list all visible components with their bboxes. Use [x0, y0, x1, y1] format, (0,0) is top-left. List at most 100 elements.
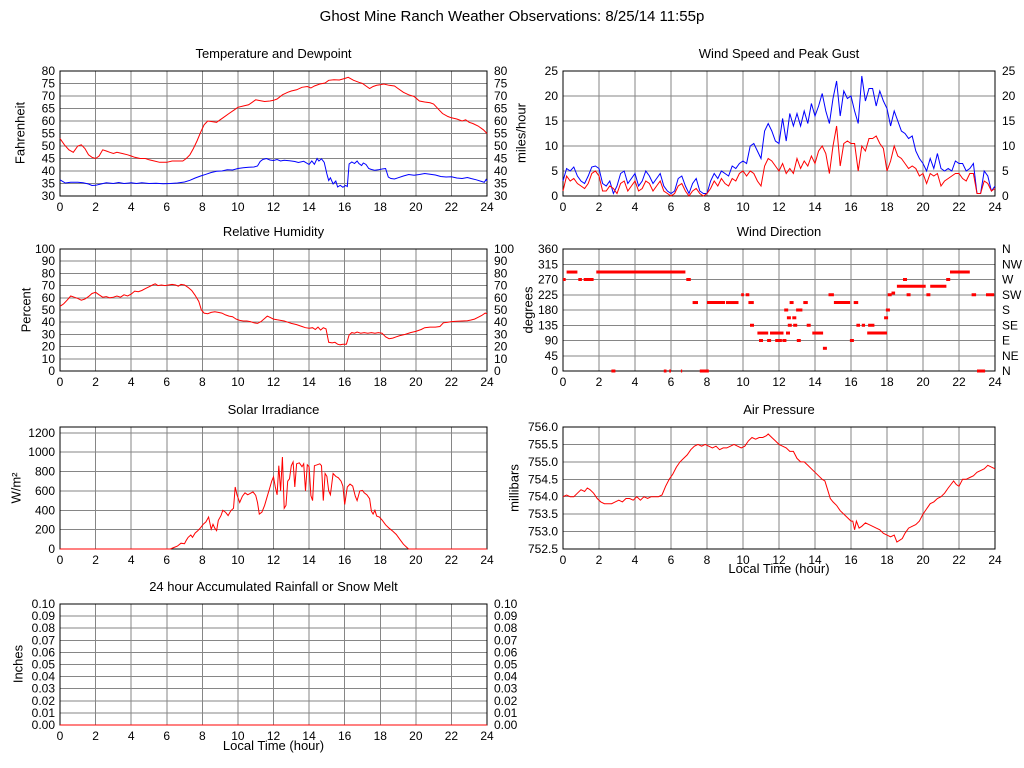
svg-text:90: 90 [42, 254, 56, 268]
svg-text:0: 0 [57, 553, 64, 567]
svg-text:45: 45 [42, 152, 56, 166]
svg-text:0.01: 0.01 [32, 706, 56, 720]
svg-text:0.05: 0.05 [494, 658, 518, 672]
svg-text:0.01: 0.01 [494, 706, 518, 720]
svg-text:16: 16 [338, 200, 352, 214]
svg-text:20: 20 [409, 553, 423, 567]
svg-text:14: 14 [302, 729, 316, 743]
svg-text:10: 10 [1002, 139, 1016, 153]
svg-text:55: 55 [494, 127, 508, 141]
svg-text:20: 20 [916, 375, 930, 389]
svg-text:2: 2 [596, 553, 603, 567]
svg-text:75: 75 [494, 77, 508, 91]
svg-text:90: 90 [494, 254, 508, 268]
svg-text:22: 22 [952, 553, 966, 567]
svg-text:10: 10 [42, 352, 56, 366]
svg-text:25: 25 [1002, 64, 1016, 78]
svg-text:2: 2 [596, 375, 603, 389]
svg-text:10: 10 [231, 375, 245, 389]
svg-text:14: 14 [302, 553, 316, 567]
svg-text:25: 25 [545, 64, 559, 78]
svg-text:12: 12 [267, 375, 281, 389]
svg-text:90: 90 [545, 334, 559, 348]
svg-text:30: 30 [494, 327, 508, 341]
temperature-y-axis-label: Fahrenheit [12, 101, 28, 165]
svg-text:24: 24 [988, 553, 1002, 567]
svg-text:30: 30 [494, 189, 508, 203]
svg-text:16: 16 [844, 200, 858, 214]
svg-text:100: 100 [494, 242, 514, 256]
svg-text:12: 12 [772, 553, 786, 567]
svg-text:0.10: 0.10 [494, 597, 518, 611]
svg-text:4: 4 [128, 375, 135, 389]
svg-text:80: 80 [494, 64, 508, 78]
svg-text:70: 70 [494, 89, 508, 103]
svg-text:22: 22 [445, 375, 459, 389]
svg-text:2: 2 [92, 375, 99, 389]
rainfall-y-axis-label: Inches [10, 644, 26, 684]
svg-text:0: 0 [57, 729, 64, 743]
svg-text:0.05: 0.05 [32, 658, 56, 672]
svg-text:8: 8 [704, 200, 711, 214]
svg-text:10: 10 [736, 375, 750, 389]
svg-text:24: 24 [988, 200, 1002, 214]
svg-text:20: 20 [916, 200, 930, 214]
svg-text:600: 600 [35, 484, 55, 498]
svg-text:16: 16 [844, 553, 858, 567]
svg-text:0: 0 [560, 200, 567, 214]
pressure-x-axis-label: Local Time (hour) [728, 561, 830, 576]
svg-text:0.03: 0.03 [32, 682, 56, 696]
svg-text:14: 14 [808, 375, 822, 389]
svg-text:NE: NE [1002, 349, 1019, 363]
humidity-chart-title: Relative Humidity [222, 224, 325, 239]
svg-text:40: 40 [494, 315, 508, 329]
svg-text:18: 18 [374, 553, 388, 567]
svg-text:1200: 1200 [28, 426, 55, 440]
svg-text:22: 22 [952, 200, 966, 214]
svg-text:60: 60 [42, 114, 56, 128]
solar-y-axis-label: W/m² [8, 472, 24, 504]
svg-text:80: 80 [494, 266, 508, 280]
svg-text:18: 18 [880, 375, 894, 389]
svg-text:4: 4 [632, 200, 639, 214]
svg-text:180: 180 [538, 303, 558, 317]
svg-text:0: 0 [494, 364, 501, 378]
svg-text:20: 20 [916, 553, 930, 567]
svg-text:16: 16 [844, 375, 858, 389]
svg-text:4: 4 [632, 553, 639, 567]
svg-text:60: 60 [42, 291, 56, 305]
pressure-y-axis-label: millibars [506, 464, 522, 512]
svg-text:4: 4 [128, 553, 135, 567]
svg-text:12: 12 [267, 729, 281, 743]
svg-text:18: 18 [374, 729, 388, 743]
svg-text:50: 50 [494, 139, 508, 153]
svg-text:16: 16 [338, 375, 352, 389]
svg-text:70: 70 [42, 279, 56, 293]
svg-text:200: 200 [35, 523, 55, 537]
svg-text:16: 16 [338, 729, 352, 743]
svg-text:20: 20 [494, 340, 508, 354]
svg-text:15: 15 [1002, 114, 1016, 128]
page-title: Ghost Mine Ranch Weather Observations: 8… [319, 8, 705, 25]
svg-text:0: 0 [551, 189, 558, 203]
svg-text:225: 225 [538, 288, 558, 302]
wind-direction-y-axis-label: degrees [520, 286, 536, 334]
svg-text:10: 10 [545, 139, 559, 153]
svg-text:75: 75 [42, 77, 56, 91]
svg-text:20: 20 [545, 89, 559, 103]
wind-direction-chart-title: Wind Direction [736, 224, 822, 239]
svg-text:30: 30 [42, 327, 56, 341]
svg-text:0.08: 0.08 [32, 621, 56, 635]
svg-text:2: 2 [92, 200, 99, 214]
svg-text:N: N [1002, 242, 1011, 256]
svg-text:10: 10 [736, 553, 750, 567]
svg-text:35: 35 [494, 177, 508, 191]
svg-text:12: 12 [267, 200, 281, 214]
svg-text:10: 10 [231, 553, 245, 567]
svg-text:10: 10 [231, 200, 245, 214]
svg-text:1000: 1000 [28, 445, 55, 459]
svg-text:20: 20 [42, 340, 56, 354]
svg-text:12: 12 [772, 200, 786, 214]
svg-text:40: 40 [494, 164, 508, 178]
